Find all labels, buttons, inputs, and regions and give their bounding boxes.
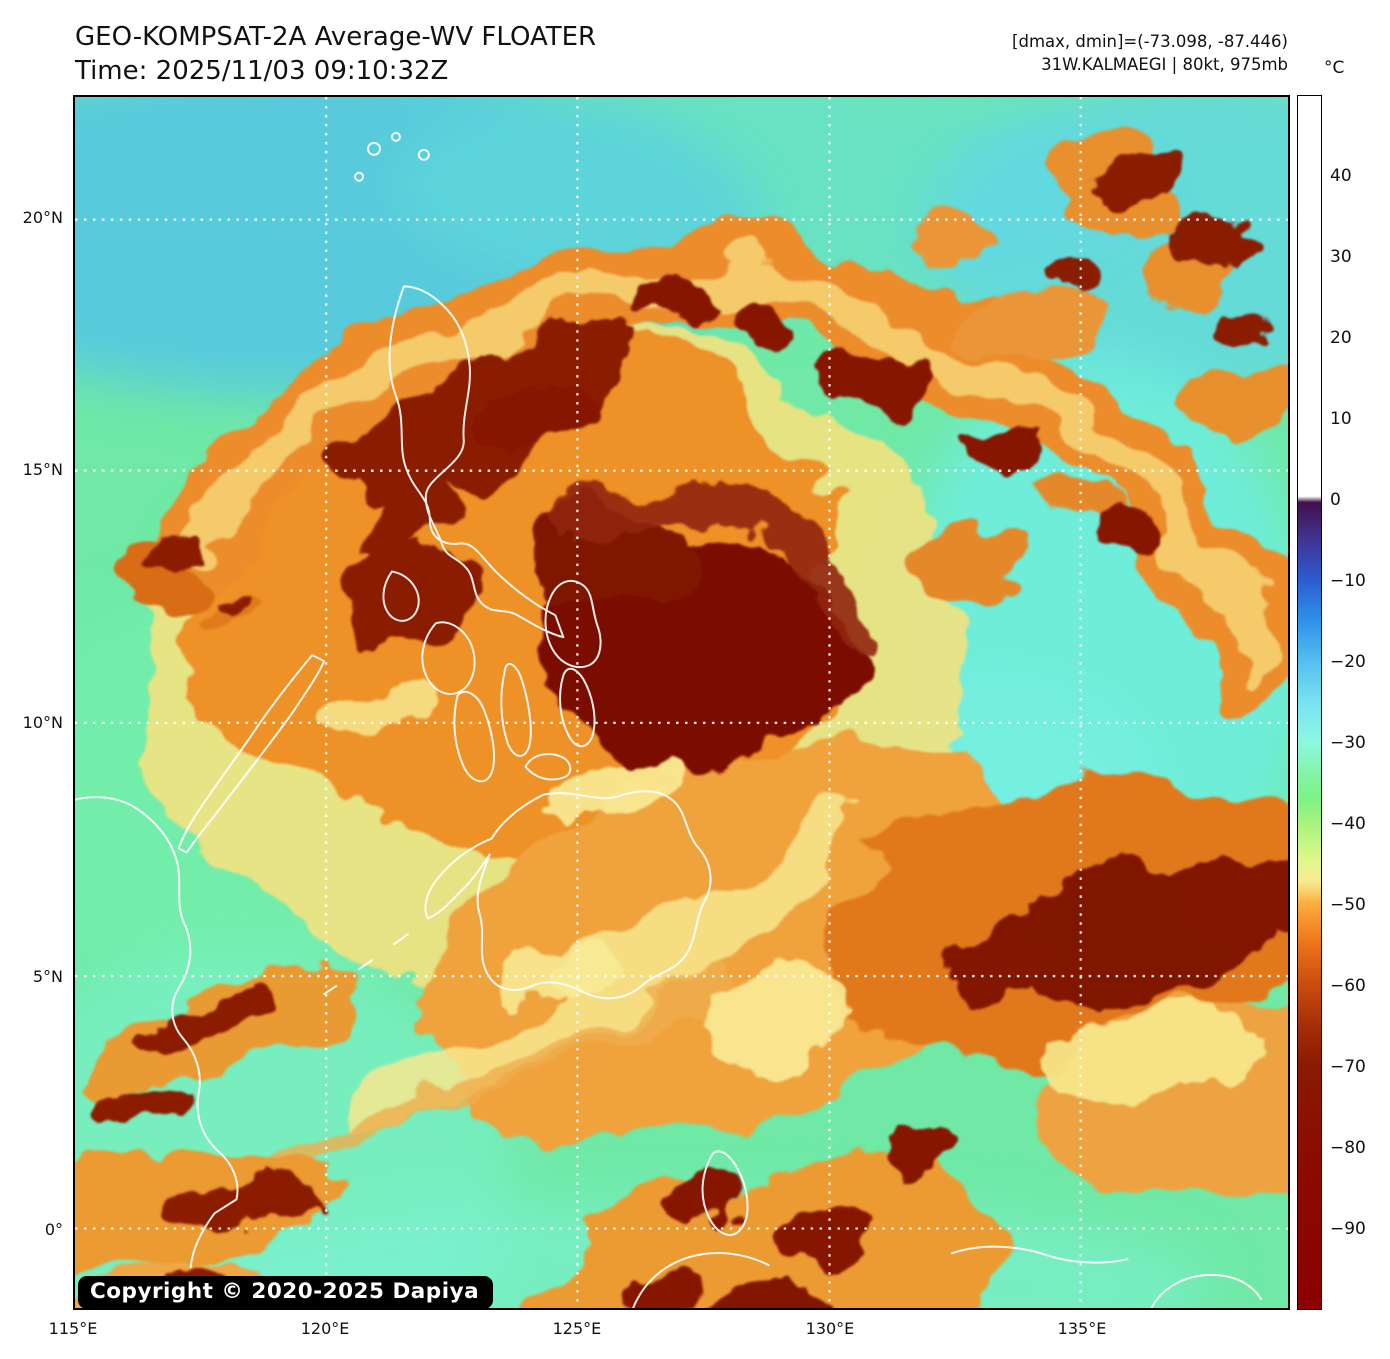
cloud-highlights-yellow [324,691,1260,1102]
storm-info-text: 31W.KALMAEGI | 80kt, 975mb [1041,55,1288,74]
coastline-new-guinea [951,1245,1263,1308]
title-block: GEO-KOMPSAT-2A Average-WV FLOATER Time: … [75,20,596,88]
colorbar-tick-label: 20 [1330,328,1352,348]
colorbar-tick-label: −20 [1330,652,1366,673]
product-title: GEO-KOMPSAT-2A Average-WV FLOATER [75,22,597,52]
lat-tick-label: 15°N [22,459,63,479]
coastline-luzon [388,285,565,639]
product-time: Time: 2025/11/03 09:10:32Z [75,56,449,86]
coastline-mindoro [382,570,420,622]
colorbar-tick-label: −30 [1330,732,1366,753]
colorbar-tick-label: −50 [1330,895,1366,916]
satellite-image [75,97,1288,1308]
lon-tick-label: 115°E [48,1319,98,1338]
coastline-cebu [500,662,532,757]
coastlines [75,131,1263,1308]
colorbar-tick-label: −60 [1330,975,1366,996]
storm-meta-block: [dmax, dmin]=(-73.098, -87.446) 31W.KALM… [1012,30,1288,76]
colorbar-tick-label: −80 [1330,1138,1366,1159]
coastline-borneo [75,796,239,1269]
coastline-panay [421,621,476,695]
coastline-babuyan [367,141,381,156]
dmax-dmin-text: [dmax, dmin]=(-73.098, -87.446) [1012,32,1288,51]
colorbar-tick-label: 0 [1330,489,1341,510]
lat-tick-label: 20°N [22,207,63,227]
coastline-bohol [524,753,572,781]
coastline-sulawesi [632,1252,770,1308]
coastline-palawan [177,654,326,854]
lon-tick-label: 120°E [300,1319,350,1338]
coastline-negros [453,690,495,783]
lon-tick-label: 130°E [805,1319,855,1338]
colorbar-tick-label: −40 [1330,814,1366,834]
lat-tick-label: 5°N [32,966,63,986]
colorbar-tick-label: 10 [1330,409,1352,430]
lon-tick-label: 135°E [1057,1319,1107,1338]
lat-tick-label: 0° [44,1220,63,1240]
colorbar [1297,95,1322,1310]
colorbar-unit-label: °C [1324,58,1345,78]
coastline-samar [544,580,602,669]
coastline-mindanao [424,790,712,1000]
colorbar-tick-label: −70 [1330,1057,1366,1077]
coastline-sulu-islands [323,933,409,996]
lat-tick-label: 10°N [22,712,63,732]
colorbar-tick-label: −10 [1330,571,1366,591]
colorbar-tick-label: 40 [1330,166,1352,187]
lon-tick-label: 125°E [552,1319,602,1338]
cloud-cold-tops-maroon [100,143,1288,1308]
colorbar-tick-label: 30 [1330,246,1352,267]
copyright-badge: Copyright © 2020-2025 Dapiya [78,1276,494,1309]
colorbar-tick-label: −90 [1330,1218,1366,1239]
satellite-map [73,95,1290,1310]
